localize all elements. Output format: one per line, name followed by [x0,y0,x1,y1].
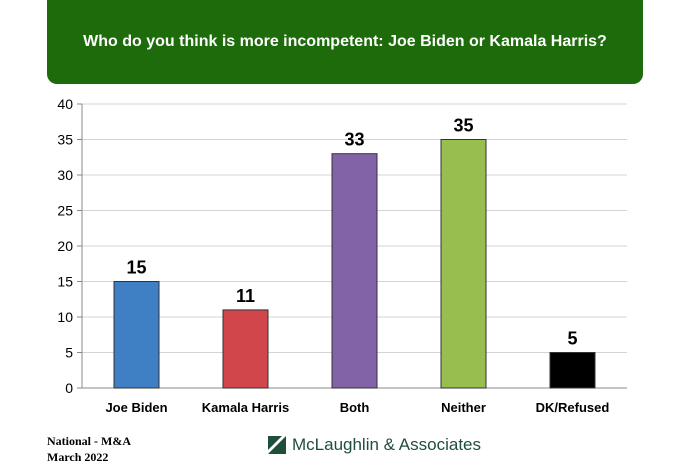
source-note: National - M&A March 2022 [47,433,131,465]
data-label: 15 [126,258,146,278]
x-tick-label: Neither [441,400,486,415]
chart-header: Who do you think is more incompetent: Jo… [47,0,643,84]
x-tick-label: Joe Biden [105,400,167,415]
logo-text: McLaughlin & Associates [292,435,481,454]
bar-kamala-harris [222,309,269,389]
data-label: 35 [453,116,473,136]
bar-neither [440,139,487,389]
bar-both [331,153,378,389]
y-tick-label: 15 [57,274,73,290]
bar-dk-refused [549,352,596,389]
x-tick-label: Kamala Harris [202,400,289,415]
source-line-2: March 2022 [47,450,109,464]
company-logo: McLaughlin & Associates [268,435,481,455]
data-label: 11 [236,286,255,306]
y-tick-label: 0 [65,380,73,396]
y-tick-label: 35 [57,132,73,148]
source-line-1: National - M&A [47,434,131,448]
data-label: 33 [344,130,364,150]
bar-joe-biden [113,281,160,389]
y-tick-label: 10 [57,309,73,325]
x-tick-label: DK/Refused [536,400,610,415]
chart-title: Who do you think is more incompetent: Jo… [83,33,607,50]
y-tick-label: 25 [57,203,73,219]
mclaughlin-logo-icon [268,436,286,454]
x-tick-label: Both [340,400,370,415]
y-tick-label: 5 [65,345,73,361]
data-label: 5 [567,329,577,349]
y-tick-label: 40 [57,96,73,112]
y-tick-label: 20 [57,238,73,254]
y-tick-label: 30 [57,167,73,183]
